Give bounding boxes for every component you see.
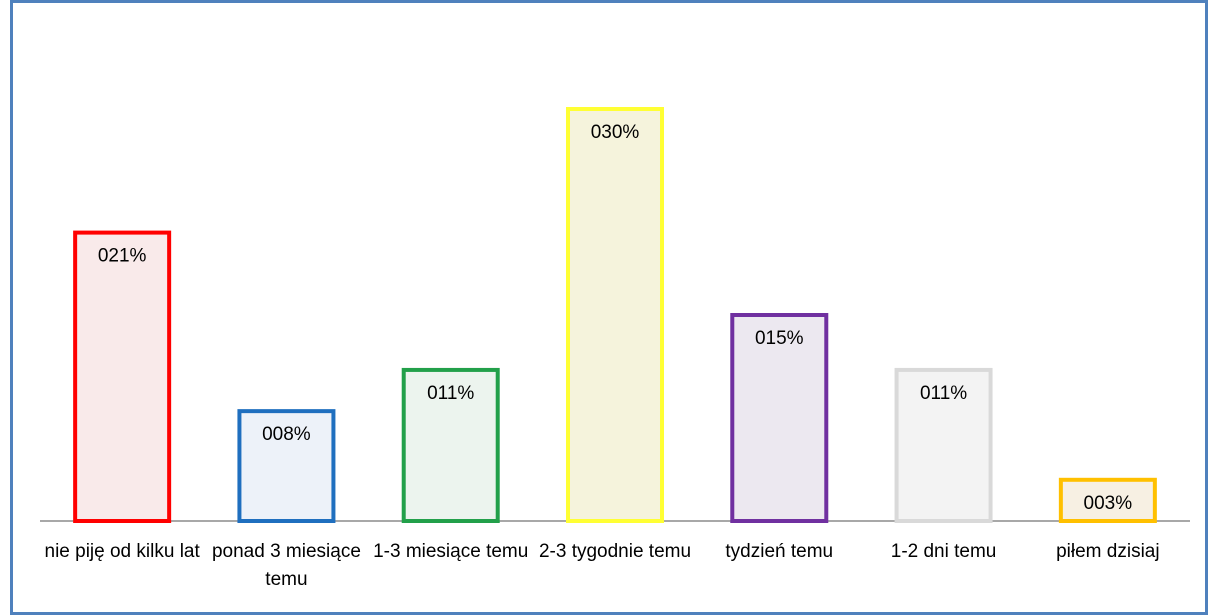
value-label: 008% [262, 424, 311, 445]
value-label: 011% [920, 383, 967, 404]
x-tick-label: 1-3 miesiące temu [373, 541, 529, 562]
frame [10, 0, 1208, 615]
value-label: 003% [1084, 493, 1133, 514]
bar [894, 367, 993, 523]
value-label: 011% [427, 383, 474, 404]
x-tick-label: 2-3 tygodnie temu [538, 541, 692, 562]
bar [237, 409, 336, 523]
x-tick-label: piłem dzisiaj [1056, 541, 1160, 562]
x-tick-label: nie piję od kilku lat [44, 541, 200, 562]
bar [401, 367, 500, 523]
bar [73, 230, 172, 523]
x-tick-label: 1-2 dni temu [890, 541, 997, 562]
value-label: 030% [591, 122, 640, 143]
x-tick-label: tydzień temu [725, 541, 834, 562]
bar [566, 107, 664, 523]
value-label: 015% [755, 328, 804, 349]
value-label: 021% [98, 246, 147, 267]
x-tick-label: ponad 3 miesiące temu [211, 541, 361, 590]
bar [1058, 477, 1157, 523]
bar [730, 313, 829, 523]
